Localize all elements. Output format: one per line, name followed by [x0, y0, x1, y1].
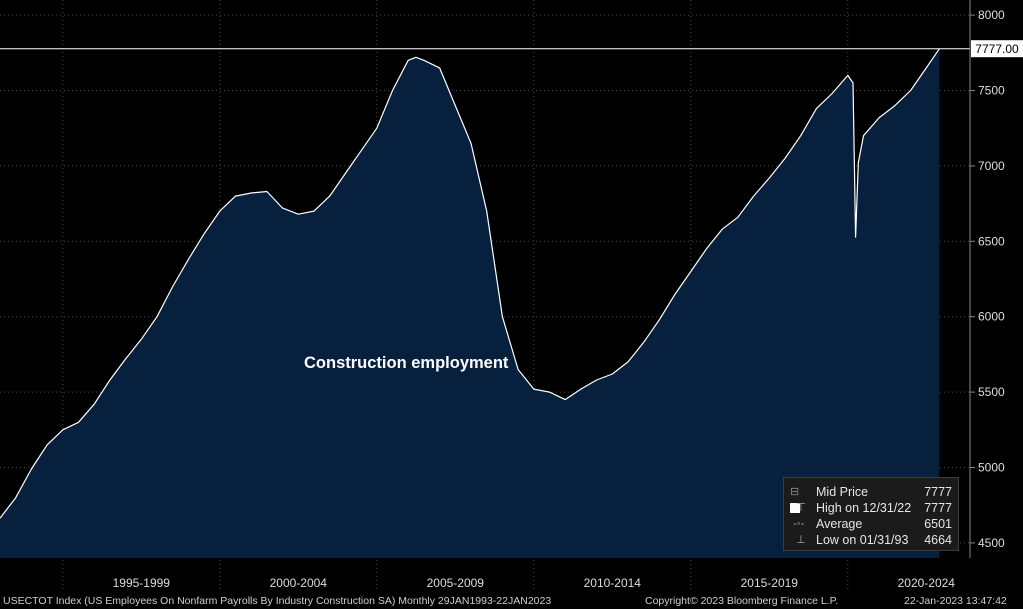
legend-label: Low on 01/31/93	[816, 533, 909, 547]
last-value-tag: 7777.00	[971, 40, 1023, 58]
low-marker-icon: ⊥	[790, 534, 806, 546]
y-tick-label: 7500	[978, 83, 1005, 97]
y-tick-label: 6000	[978, 310, 1005, 324]
last-value-label: 7777.00	[975, 42, 1019, 56]
y-tick-label: 4500	[978, 536, 1005, 550]
footer-timestamp: 22-Jan-2023 13:47:42	[904, 595, 1007, 607]
series-line	[0, 48, 940, 519]
x-axis: 1995-1999 2000-2004 2005-2009 2010-2014 2015…	[113, 576, 956, 590]
y-tick-label: 5500	[978, 385, 1005, 399]
x-tick-label: 2000-2004	[270, 576, 328, 590]
x-tick-label: 2010-2014	[584, 576, 642, 590]
legend-item: -◦- Average 6501	[790, 516, 954, 532]
legend-item: ⊟ Mid Price 7777	[790, 484, 954, 513]
x-tick-label: 2020-2024	[898, 576, 956, 590]
legend-label: Average	[816, 517, 863, 531]
legend-value: 4664	[924, 533, 952, 547]
x-tick-label: 1995-1999	[113, 576, 171, 590]
y-tick-label: 5000	[978, 461, 1005, 475]
x-tick-label: 2005-2009	[427, 576, 485, 590]
legend-label: High on 12/31/22	[816, 501, 912, 515]
legend: ⊟ Mid Price 7777 ⊤ High on 12/31/22 7777…	[783, 477, 959, 551]
legend-item: ⊤ High on 12/31/22 7777	[790, 500, 954, 516]
white-square-icon	[790, 503, 800, 513]
series-area	[0, 48, 940, 558]
legend-value: 6501	[924, 517, 952, 531]
footer-copyright: Copyright© 2023 Bloomberg Finance L.P.	[645, 595, 839, 607]
y-axis: 4500 5000 5500 6000 6500 7000 7500 8000	[969, 0, 1005, 558]
average-marker-icon: -◦-	[790, 518, 805, 530]
legend-label: Mid Price	[816, 485, 869, 499]
legend-value: 7777	[924, 485, 952, 499]
y-tick-label: 8000	[978, 8, 1005, 22]
y-tick-label: 7000	[978, 159, 1005, 173]
high-marker-icon: ⊤	[790, 502, 806, 514]
x-tick-label: 2015-2019	[741, 576, 799, 590]
footer-description: USECTOT Index (US Employees On Nonfarm P…	[3, 595, 552, 607]
chart-title: Construction employment	[304, 354, 509, 372]
legend-value: 7777	[924, 501, 952, 515]
legend-item: ⊥ Low on 01/31/93 4664	[790, 532, 954, 548]
y-tick-label: 6500	[978, 234, 1005, 248]
